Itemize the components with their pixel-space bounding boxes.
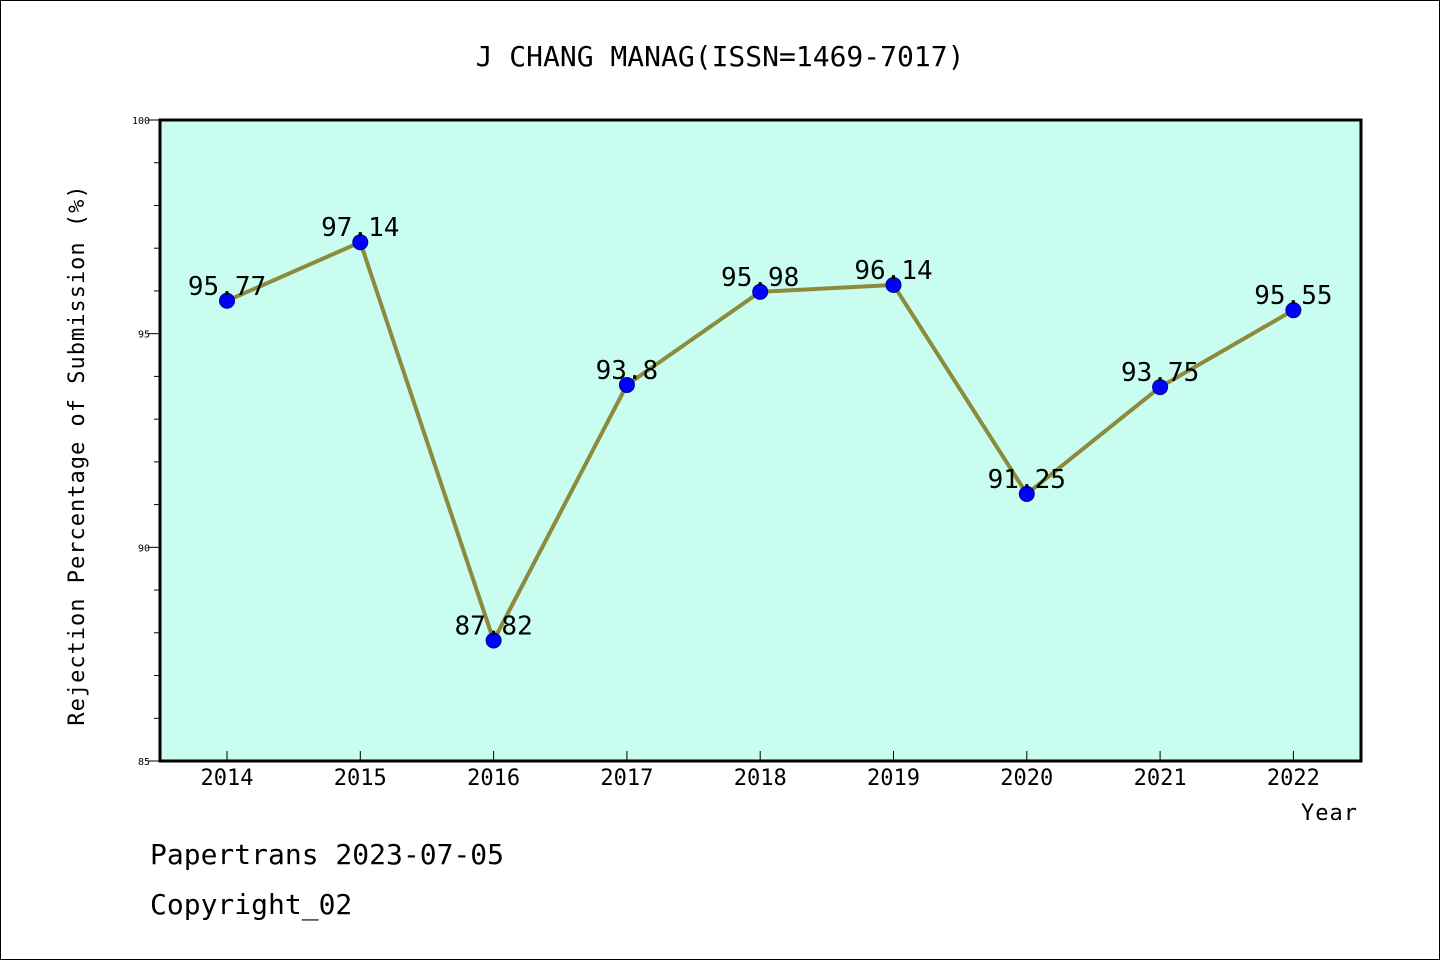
data-point <box>1018 485 1035 502</box>
y-tick-label: 95 <box>138 330 150 341</box>
data-point <box>485 632 502 649</box>
footer-date: Papertrans 2023-07-05 <box>150 838 504 871</box>
data-label: 95.77 <box>188 272 266 302</box>
data-point <box>618 376 635 393</box>
x-tick-label: 2022 <box>1267 766 1320 791</box>
data-label: 87.82 <box>454 611 532 641</box>
x-tick-label: 2016 <box>467 766 520 791</box>
x-tick-label: 2017 <box>600 766 653 791</box>
x-tick-label: 2018 <box>734 766 787 791</box>
x-tick-label: 2021 <box>1134 766 1187 791</box>
footer-copyright: Copyright_02 <box>150 888 352 922</box>
data-point <box>885 276 902 293</box>
x-tick-label: 2019 <box>867 766 920 791</box>
data-label: 96.14 <box>854 256 932 286</box>
y-tick-label: 85 <box>138 757 150 768</box>
y-tick-label: 100 <box>132 116 150 127</box>
data-label: 95.98 <box>721 263 799 293</box>
chart-title: J CHANG MANAG(ISSN=1469-7017) <box>476 40 965 73</box>
x-tick-label: 2015 <box>334 766 387 791</box>
x-tick-label: 2014 <box>201 766 254 791</box>
data-label: 95.55 <box>1254 281 1332 311</box>
x-axis: 2014 2015 2016 2017 2018 2019 2020 2021 2022 <box>201 751 1320 791</box>
data-label: 91.25 <box>988 465 1066 495</box>
y-tick-label: 90 <box>138 543 150 554</box>
y-axis: 85 90 95 100 <box>132 116 160 768</box>
x-axis-label: Year <box>1301 801 1358 826</box>
data-label: 93.75 <box>1121 358 1199 388</box>
data-point <box>1152 379 1169 396</box>
y-axis-label: Rejection Percentage of Submission (%) <box>65 184 90 725</box>
data-point <box>752 283 769 300</box>
series-line-group <box>219 234 1302 649</box>
data-point <box>1285 302 1302 319</box>
data-label: 93.8 <box>596 356 659 386</box>
data-point <box>219 292 235 309</box>
plot-area <box>158 118 1363 763</box>
data-point <box>352 234 369 251</box>
data-label-group: 95.77 97.14 87.82 93.8 95.98 96.14 91.25 93.75 9… <box>188 213 1333 641</box>
x-tick-label: 2020 <box>1000 766 1053 791</box>
data-label: 97.14 <box>321 213 399 243</box>
